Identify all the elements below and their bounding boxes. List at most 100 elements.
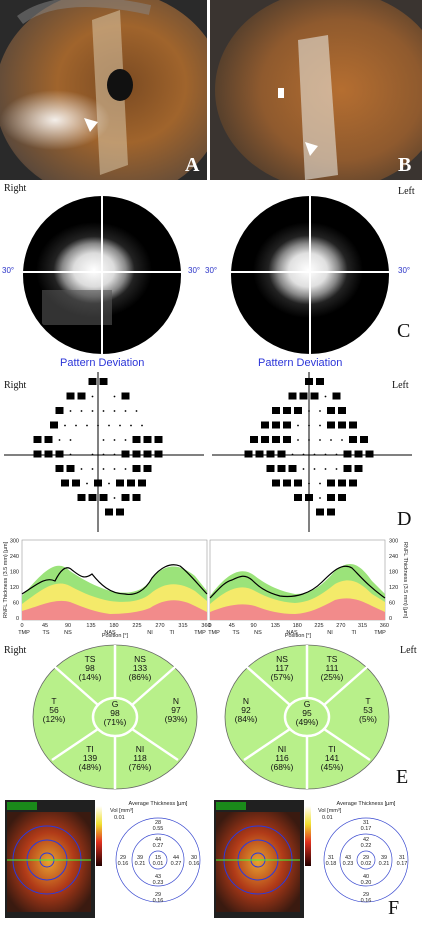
pd-symbol	[354, 465, 363, 472]
pd-symbol	[88, 494, 97, 501]
pd-dot	[113, 497, 116, 499]
etdrs-vol-inner_right: 0.27	[171, 861, 182, 867]
pd-symbol	[338, 421, 346, 429]
etdrs-thickness-inner_bottom: 43	[155, 874, 161, 880]
etdrs-right: Average Thickness [µm]Vol [mm³]0.01280.5…	[110, 801, 201, 904]
etdrs-thickness-left: 29	[120, 855, 126, 861]
sector-pct-G: (49%)	[296, 717, 319, 727]
pattern-deviation-left	[212, 372, 412, 532]
etdrs-ring	[115, 817, 201, 903]
pd-dot	[319, 439, 321, 441]
pd-dot	[108, 424, 110, 427]
pd-symbol	[288, 392, 297, 400]
etdrs-thickness-top: 28	[155, 820, 161, 826]
pd-symbol	[105, 508, 113, 516]
pd-symbol	[33, 450, 42, 458]
pd-dot	[308, 482, 310, 485]
pd-symbol	[99, 378, 108, 385]
pd-dot	[335, 453, 338, 456]
sector-pct-N: (93%)	[165, 714, 188, 724]
rnfl-region-left: TMP	[374, 630, 386, 636]
sector-value-G: 95	[302, 708, 312, 718]
pd-dot	[102, 439, 105, 441]
pd-symbol	[50, 421, 58, 429]
pd-symbol	[94, 479, 102, 487]
oct-fundus-right	[5, 800, 95, 918]
rnfl-x-tick-right: 90	[65, 623, 71, 629]
rnfl-region-right: TMP	[194, 630, 206, 636]
rnfl-ylabel-right: RNFL Thickness (3.5 mm) [µm]	[3, 541, 9, 618]
sector-value-NI: 116	[275, 753, 289, 763]
pd-dot	[330, 439, 332, 441]
sector-name-N: N	[173, 696, 179, 706]
sector-name-NI: NI	[136, 744, 145, 754]
pd-dot	[324, 468, 327, 470]
sector-name-G: G	[304, 699, 311, 709]
photo-b: B	[210, 0, 422, 180]
pd-symbol	[288, 465, 297, 472]
rnfl-y-tick-right: 240	[10, 554, 19, 560]
sector-value-G: 98	[110, 708, 120, 718]
rnfl-y-tick-left: 240	[389, 554, 398, 560]
pd-symbol	[261, 421, 269, 429]
pd-symbol	[66, 392, 75, 400]
pd-symbol	[338, 407, 346, 414]
pd-symbol	[316, 508, 324, 516]
etdrs-thickness-inner_right: 44	[173, 855, 179, 861]
pd-symbol	[277, 450, 286, 458]
sector-value-TI: 139	[83, 753, 97, 763]
rnfl-region-right: TMP	[18, 630, 30, 636]
pd-symbol	[255, 450, 264, 458]
etdrs-vol-inner_left: 0.23	[343, 861, 354, 867]
pd-dot	[113, 410, 116, 412]
sector-pct-T: (12%)	[43, 714, 66, 724]
rnfl-x-tick-left: 45	[229, 623, 235, 629]
pd-dot	[113, 395, 116, 398]
rnfl-y-tick-right: 120	[10, 585, 19, 591]
pd-symbol	[294, 407, 302, 414]
etdrs-title: Average Thickness [µm]	[337, 801, 396, 807]
sector-name-NI: NI	[278, 744, 287, 754]
etdrs-ring	[148, 850, 168, 870]
rnfl-x-tick-left: 225	[314, 623, 323, 629]
panel-letter-c: C	[397, 320, 411, 342]
sector-value-T: 53	[363, 705, 373, 715]
sector-value-N: 92	[241, 705, 251, 715]
pd-symbol	[299, 392, 308, 400]
sector-pct-NS: (86%)	[129, 672, 152, 682]
rnfl-xlabel-left: Position [°]	[285, 633, 312, 638]
sectors-right: TS98(14%)NS133(86%)T56(12%)G98(71%)N97(9…	[32, 644, 198, 790]
pd-symbol	[365, 450, 374, 458]
pd-dot	[113, 468, 116, 470]
pd-dot	[135, 410, 138, 412]
rnfl-region-right: TI	[170, 630, 175, 636]
pd-symbol	[55, 407, 64, 414]
etdrs-thickness-right: 31	[399, 855, 405, 861]
rnfl-y-tick-right: 60	[13, 601, 19, 607]
vf-left-30-left: 30°	[205, 266, 218, 275]
pd-dot	[141, 424, 143, 427]
pd-symbol	[327, 479, 335, 487]
pd-dot	[308, 410, 310, 412]
pd-dot	[130, 424, 132, 427]
pd-dot	[91, 453, 94, 456]
panel-letter-f: F	[388, 897, 400, 919]
vf-right-30-right: 30°	[188, 266, 201, 275]
pd-dot	[297, 424, 299, 427]
pd-symbol	[143, 465, 152, 472]
etdrs-vol-bottom: 0.16	[153, 898, 164, 904]
pd-dot	[80, 468, 83, 470]
sectors-left: NS117(57%)TS111(25%)N92(84%)G95(49%)T53(…	[224, 644, 390, 790]
etdrs-vol-left: 0.18	[326, 861, 337, 867]
sector-pct-NS: (57%)	[271, 672, 294, 682]
pd-dot	[308, 439, 310, 441]
rnfl-x-tick-left: 0	[208, 623, 211, 629]
pd-symbol	[61, 479, 69, 487]
sector-name-TI: TI	[328, 744, 336, 754]
pd-symbol	[277, 465, 286, 472]
pd-dot	[313, 453, 316, 456]
pd-dot	[119, 424, 121, 427]
etdrs-thickness-bottom: 29	[363, 892, 369, 898]
pd-dot	[97, 424, 99, 427]
rnfl-ylabel-left: RNFL Thickness (3.5 mm) [µm]	[402, 542, 408, 619]
